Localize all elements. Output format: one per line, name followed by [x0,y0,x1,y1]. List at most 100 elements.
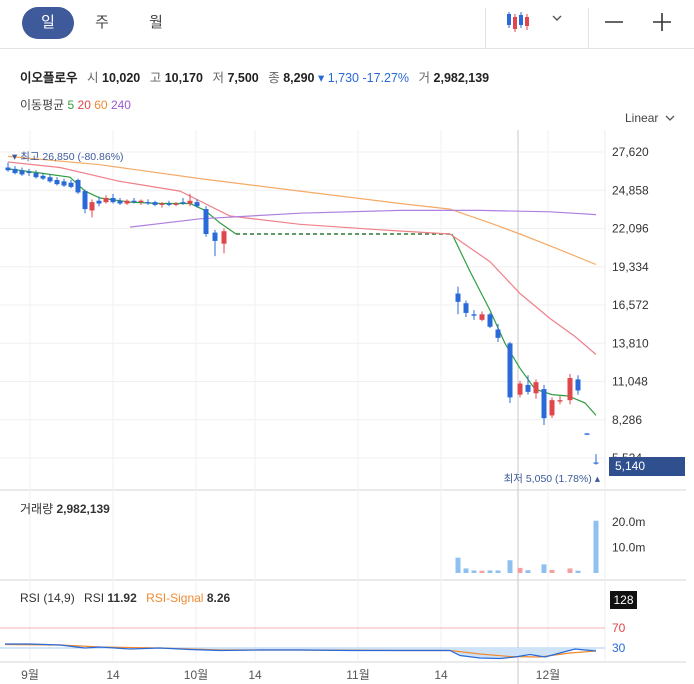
plus-icon [653,13,671,31]
last-price-badge: 5,140 [609,457,685,476]
candle-body [40,175,46,179]
candle-body [593,462,599,464]
candle-body [173,203,179,205]
volume-total: 2,982,139 [56,502,110,516]
chevron-down-icon [665,115,675,121]
rsi-panel-title: RSI (14,9) RSI 11.92 RSI-Signal 8.26 [20,591,230,605]
ma-60-label: 60 [94,98,108,112]
candle-body [103,197,109,203]
toolbar-divider [588,8,589,48]
candle-body [203,209,209,234]
time-tick-label: 14 [106,668,120,682]
price-tick-label: 27,620 [612,145,649,159]
candle-body [567,378,573,401]
price-tick-label: 8,286 [612,413,642,427]
open-label: 시 [87,71,99,85]
candle-body [124,200,130,204]
candle-body [5,167,11,171]
min-price-annotation: 최저 5,050 (1.78%) ▴ [504,473,601,485]
candle-body [152,202,158,205]
time-tick-label: 11월 [346,668,370,682]
candle-body [61,181,67,186]
candle-body [159,203,165,205]
volume-bar [549,569,555,573]
scale-mode-label: Linear [625,111,659,125]
volume-label: 거 [418,71,431,85]
candle-body [12,168,18,174]
time-tick-label: 14 [434,668,448,682]
candle-body [68,182,74,187]
candle-body [47,177,53,182]
candle-body [166,203,172,205]
candle-body [96,200,102,204]
candle-body [212,232,218,241]
candle-body [479,314,485,320]
ma-20-line [7,161,597,355]
volume-panel-title: 거래량 2,982,139 [20,500,110,517]
ma-5-label: 5 [67,98,75,112]
candle-body [549,400,555,416]
candle-body [26,171,32,174]
rsi-signal-name: RSI-Signal [146,591,204,605]
max-price-annotation: ▾ 최고 26,850 (-80.86%) [12,151,124,163]
candle-body [33,173,39,178]
scale-mode-selector[interactable]: Linear [625,111,675,125]
candle-body [89,202,95,211]
volume-bar [507,560,513,573]
volume-bar [593,520,599,573]
volume-bar [517,567,523,573]
close-value: 8,290 [283,71,315,85]
candle-body [487,314,493,327]
tab-day[interactable]: 일 [22,7,74,39]
tab-week[interactable]: 주 [95,14,109,31]
high-label: 고 [149,71,162,85]
moving-average-legend: 이동평균 5 20 60 240 [20,96,131,113]
candle-body [180,202,186,204]
candlestick-icon [507,12,562,32]
ma-20-label: 20 [77,98,91,112]
candle-body [507,343,513,398]
close-label: 종 [268,71,280,85]
volume-bar [525,570,531,573]
zoom-in-button[interactable] [644,0,680,48]
candle-body [525,384,531,392]
price-tick-label: 16,572 [612,298,649,312]
candle-body [584,433,590,435]
time-tick-label: 12월 [536,668,560,682]
high-value: 10,170 [164,71,203,85]
top-toolbar: 일 주 월 [0,0,694,49]
chart-type-button[interactable] [500,0,570,48]
volume-title: 거래량 [20,502,54,516]
ma-240-line [129,209,597,228]
price-tick-label: 11,048 [612,375,648,389]
chevron-down-icon [552,15,562,21]
zoom-out-button[interactable] [596,0,632,48]
toolbar-divider [485,8,486,48]
candle-body [19,170,25,175]
candle-body [145,202,151,204]
candle-body [54,179,60,185]
volume-tick-label: 20.0m [612,515,645,529]
price-tick-label: 13,810 [612,336,649,350]
volume-bar [487,570,493,573]
tab-month[interactable]: 월 [149,14,163,31]
time-tick-label: 10월 [184,668,208,682]
low-value: 7,500 [227,71,259,85]
time-tick-label: 9월 [21,668,39,682]
volume-value: 2,982,139 [433,71,490,85]
candle-body [533,382,539,394]
candle-body [541,389,547,419]
candle-body [557,400,563,402]
ma-5-line [451,233,597,416]
ohlc-summary: 이오플로우 시 10,020 고 10,170 저 7,500 종 8,290 … [20,67,489,86]
volume-bar [463,568,469,573]
rsi-line [5,643,597,660]
volume-bar [567,568,573,573]
candle-body [221,231,227,244]
rsi-oversold-area [100,648,596,659]
minus-icon [605,21,623,23]
volume-bar [575,570,581,573]
rsi-last-badge: 128 [610,591,637,609]
candle-body [131,200,137,203]
